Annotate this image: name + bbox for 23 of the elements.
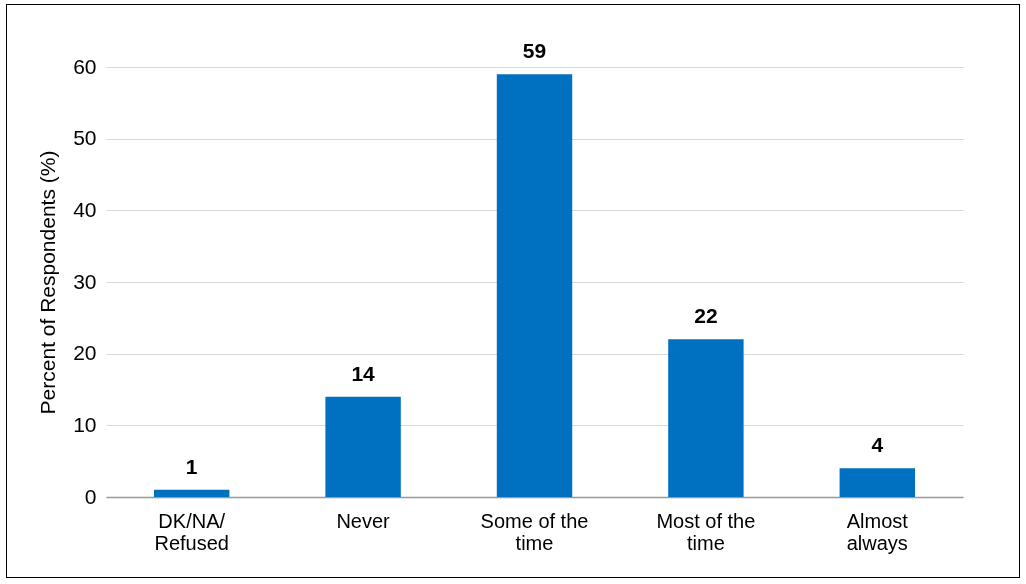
data-label: 22	[694, 304, 718, 328]
y-axis-title: Percent of Respondents (%)	[36, 150, 60, 415]
data-label: 1	[185, 454, 198, 478]
y-tick-label: 60	[73, 54, 97, 78]
y-tick-label: 20	[73, 341, 97, 365]
bar	[496, 74, 573, 497]
x-tick-label: DK/NA/Refused	[154, 509, 229, 554]
y-tick-label: 0	[84, 484, 97, 508]
x-tick-label: Never	[336, 509, 391, 532]
data-label: 14	[351, 361, 376, 385]
y-tick-label: 40	[73, 197, 97, 221]
bar	[668, 339, 744, 497]
y-tick-label: 50	[73, 126, 97, 150]
bar	[153, 489, 230, 497]
y-tick-label: 30	[73, 269, 97, 293]
bar	[839, 468, 916, 497]
y-tick-label: 10	[73, 412, 97, 436]
x-tick-label: Almost always	[846, 509, 909, 554]
x-tick-label: Most of the time	[656, 509, 756, 554]
x-tick-label: Some of the time	[480, 509, 589, 554]
data-label: 59	[522, 39, 547, 63]
bar	[325, 396, 401, 497]
data-label: 4	[871, 433, 884, 457]
